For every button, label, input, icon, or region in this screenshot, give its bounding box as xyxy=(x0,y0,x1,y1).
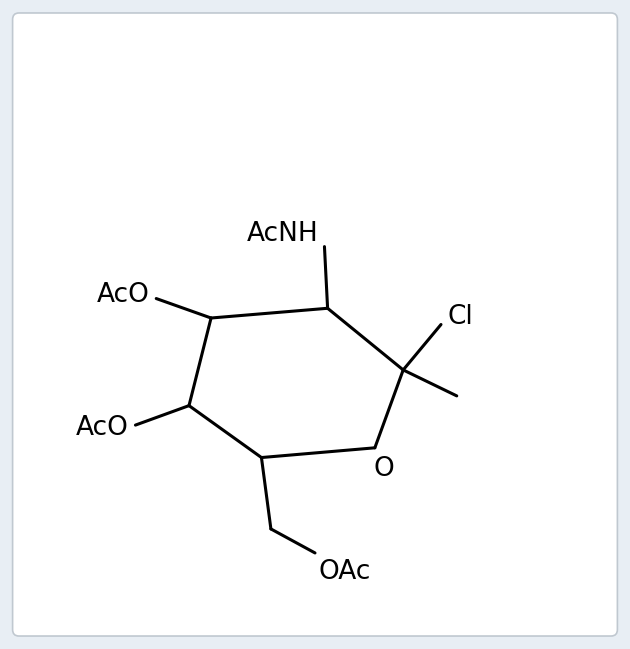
Text: Cl: Cl xyxy=(447,304,473,330)
Text: AcO: AcO xyxy=(76,415,129,441)
Text: O: O xyxy=(374,456,394,482)
FancyBboxPatch shape xyxy=(13,13,617,636)
Text: OAc: OAc xyxy=(318,559,370,585)
Text: AcNH: AcNH xyxy=(246,221,318,247)
Text: AcO: AcO xyxy=(97,282,150,308)
